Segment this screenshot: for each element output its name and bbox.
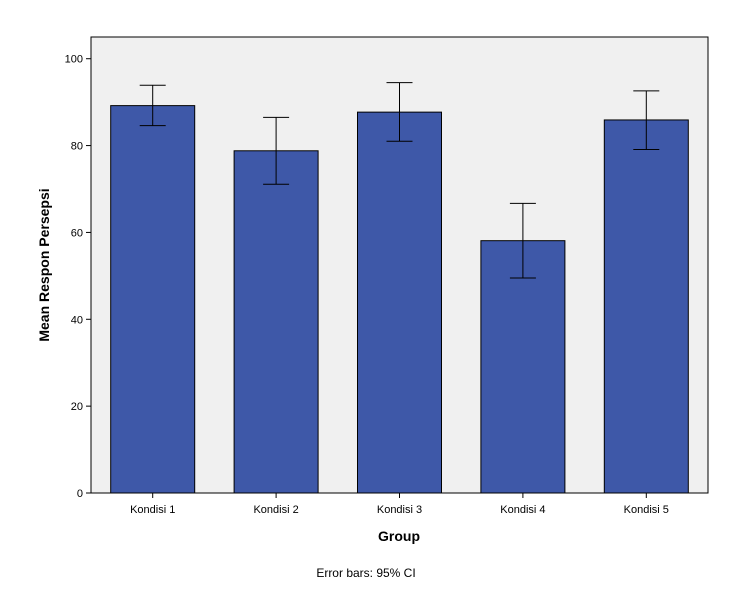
x-tick-label: Kondisi 5	[624, 504, 669, 516]
y-tick-label: 20	[71, 401, 83, 413]
y-tick-label: 100	[65, 54, 83, 66]
bar	[110, 105, 196, 494]
bars-group	[110, 105, 689, 494]
x-tick-label: Kondisi 1	[130, 504, 175, 516]
x-axis-title: Group	[378, 528, 420, 544]
bar	[233, 150, 319, 494]
y-axis-title: Mean Respon Persepsi	[36, 188, 52, 341]
y-tick-label: 60	[71, 227, 83, 239]
x-axis: Kondisi 1 Kondisi 2 Kondisi 3 Kondisi 4 Kond…	[130, 493, 669, 516]
bar	[480, 240, 566, 494]
y-axis: 0 20 40 60 80 100	[65, 54, 91, 500]
x-tick-label: Kondisi 4	[500, 504, 545, 516]
y-tick-label: 40	[71, 314, 83, 326]
bar	[603, 119, 689, 494]
y-tick-label: 0	[77, 488, 83, 500]
x-tick-label: Kondisi 2	[253, 504, 298, 516]
error-bars-footnote: Error bars: 95% CI	[316, 566, 415, 580]
error-bars-group	[139, 82, 660, 279]
x-tick-label: Kondisi 3	[377, 504, 422, 516]
bar	[357, 111, 442, 494]
y-tick-label: 80	[71, 141, 83, 153]
